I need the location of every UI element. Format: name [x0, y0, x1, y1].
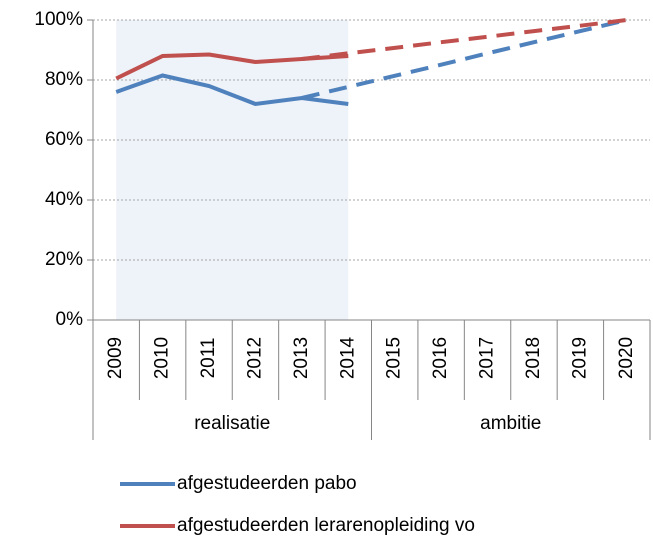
- legend-label: afgestudeerden lerarenopleiding vo: [177, 515, 475, 536]
- x-tick-label: 2020: [616, 337, 637, 379]
- shaded-region: [116, 20, 349, 320]
- x-tick-label: 2018: [523, 337, 544, 379]
- target-line: [301, 18, 628, 100]
- x-tick-label: 2013: [291, 337, 312, 379]
- x-tick-label: 2011: [198, 338, 219, 379]
- x-tick-label: 2014: [337, 336, 358, 379]
- x-tick-label: 2017: [477, 337, 498, 379]
- y-tick-label: 60%: [45, 129, 83, 150]
- x-tick-label: 2015: [384, 337, 405, 379]
- x-tick-label: 2019: [569, 337, 590, 379]
- y-tick-label: 20%: [45, 249, 83, 270]
- y-tick-label: 0%: [56, 309, 84, 330]
- group-label: realisatie: [194, 413, 270, 434]
- group-label: ambitie: [480, 413, 541, 434]
- y-tick-label: 40%: [45, 189, 83, 210]
- y-tick-label: 100%: [34, 9, 83, 30]
- legend-label: afgestudeerden pabo: [177, 473, 357, 494]
- x-tick-label: 2016: [430, 337, 451, 379]
- x-tick-label: 2009: [105, 337, 126, 379]
- x-tick-label: 2012: [244, 337, 265, 379]
- x-tick-label: 2010: [152, 337, 173, 379]
- target-line: [301, 18, 628, 61]
- y-tick-label: 80%: [45, 69, 83, 90]
- series-line: [115, 73, 349, 107]
